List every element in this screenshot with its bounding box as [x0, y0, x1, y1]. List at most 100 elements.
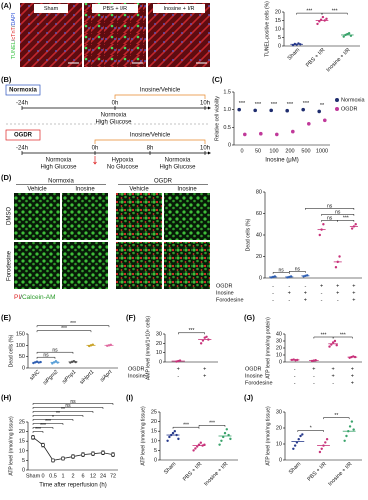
condition-name: Forodesine: [216, 297, 244, 303]
y-tick-label: 5: [22, 458, 25, 464]
micrograph: [148, 3, 210, 67]
y-tick-label: 25: [151, 409, 157, 415]
data-point: [285, 108, 290, 113]
condition-mark: +: [332, 366, 335, 372]
y-tick-label: 0: [228, 142, 231, 148]
x-tick-label: siHprt1: [79, 369, 96, 386]
x-tick-label: 1: [61, 473, 64, 479]
x-tick-label: PBS + I/R: [182, 461, 203, 482]
y-tick-label: 0: [22, 365, 25, 371]
image-label: PBS + I/R: [103, 6, 127, 12]
data-point: [54, 360, 58, 363]
data-point: [173, 430, 176, 433]
legend-label: Normoxia: [341, 97, 365, 103]
significance-label: ***: [287, 102, 294, 108]
data-point: [199, 441, 202, 444]
data-point: [171, 431, 175, 435]
significance-bracket: [297, 430, 324, 432]
significance-label: ns: [43, 353, 49, 359]
timeline-arrow: [208, 106, 211, 110]
data-point: [323, 118, 327, 123]
condition-mark: +: [352, 297, 355, 303]
condition-mark: +: [351, 380, 354, 386]
x-tick-label: PBS + I/R: [305, 47, 326, 68]
condition-mark: +: [332, 373, 335, 379]
data-point: [335, 344, 338, 347]
y-tick-label: 0: [278, 43, 281, 49]
condition-name: Inosine: [128, 373, 146, 379]
significance-bracket: [32, 419, 74, 421]
condition-mark: +: [320, 283, 323, 289]
data-point: [338, 255, 341, 258]
condition-mark: -: [337, 297, 339, 303]
data-point: [299, 434, 302, 438]
data-point: [237, 107, 241, 112]
significance-label: ***: [70, 321, 76, 327]
time-label: 10h: [200, 146, 210, 152]
data-point: [292, 447, 295, 450]
phase-condition: Normoxia: [46, 158, 72, 164]
micrograph: [164, 193, 210, 240]
time-label: -24h: [16, 101, 28, 107]
y-tick-label: 20: [156, 341, 162, 347]
significance-bracket: [32, 431, 44, 433]
y-tick-label: 60: [256, 211, 262, 217]
data-point: [350, 420, 354, 423]
image-label-box: [34, 4, 68, 13]
y-tick-label: 0.5: [223, 125, 231, 131]
data-point: [321, 15, 325, 19]
condition-mark: -: [272, 290, 274, 296]
x-tick-label: 100: [269, 148, 278, 154]
y-tick-label: 15: [19, 439, 25, 445]
significance-bracket: [32, 407, 104, 409]
y-tick-label: 20: [256, 254, 262, 260]
data-point: [325, 438, 329, 441]
condition-mark: +: [312, 366, 315, 372]
stain-label: PI/Calcein-AM: [14, 294, 56, 301]
significance-bracket: [272, 272, 290, 274]
significance-label: ***: [239, 101, 246, 107]
stain: PI: [14, 294, 20, 301]
y-tick-label: 5: [154, 448, 157, 454]
significance-bracket: [32, 427, 54, 429]
panel-label: (B): [1, 75, 12, 84]
significance-label: ***: [255, 102, 262, 108]
phase-condition: Hypoxia: [112, 158, 134, 164]
data-point: [328, 345, 331, 348]
x-tick-label: PBS + I/R: [307, 461, 328, 482]
y-tick-label: 25: [19, 419, 25, 425]
x-tick-label: 0.5: [49, 473, 57, 479]
data-point: [61, 456, 65, 461]
condition-mark: +: [203, 366, 206, 372]
y-tick-label: 30: [276, 338, 282, 344]
condition-name: Inosine: [216, 290, 234, 296]
y-tick-label: 10: [156, 350, 162, 356]
y-axis-label: ATP level (nmol/mg tissue): [265, 406, 271, 466]
y-axis-label: AMP level (nmol/1×10⁶ cells): [145, 316, 151, 380]
data-point: [307, 122, 311, 126]
significance-label: ***: [306, 8, 312, 14]
data-point: [177, 437, 180, 441]
condition-title: OGDR: [14, 133, 33, 139]
condition-mark: -: [294, 373, 296, 379]
data-point: [203, 336, 206, 339]
condition-mark: +: [336, 283, 339, 289]
significance-bracket: [198, 425, 226, 427]
significance-label: ***: [303, 101, 310, 107]
micrograph: [164, 242, 210, 289]
y-tick-label: 0: [279, 457, 282, 463]
data-point: [111, 452, 115, 457]
significance-bracket: [36, 356, 56, 359]
condition-mark: +: [304, 297, 307, 303]
micrograph: [14, 193, 60, 240]
data-point: [194, 447, 197, 450]
y-tick-label: 10: [275, 26, 281, 32]
condition-mark: +: [203, 373, 206, 379]
data-point: [334, 266, 338, 269]
timeline-arrow: [208, 151, 211, 155]
group-header: OGDR: [154, 179, 173, 185]
stain: cTnT: [11, 27, 17, 40]
data-point: [168, 435, 171, 439]
panel-label: (F): [126, 313, 136, 322]
